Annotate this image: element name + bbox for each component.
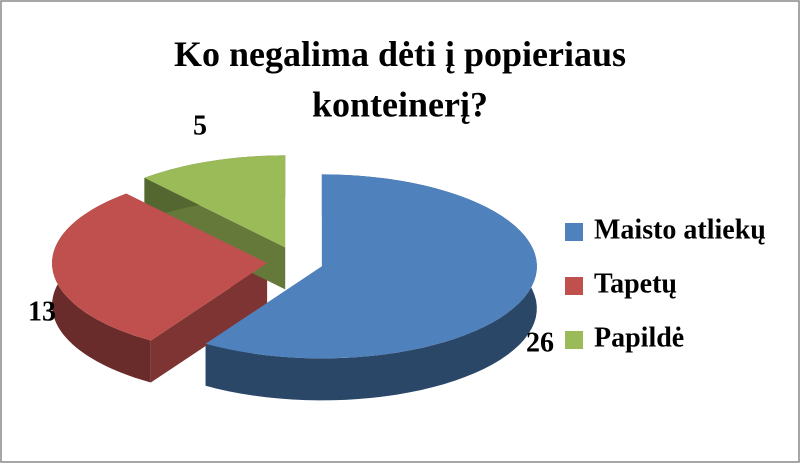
slice-wall — [150, 263, 268, 383]
data-label: 26 — [526, 327, 554, 358]
legend-swatch — [565, 277, 583, 295]
data-label: 13 — [28, 296, 56, 327]
pie-slice — [52, 193, 268, 341]
chart-title: konteinerį? — [312, 84, 488, 124]
pie-slice — [205, 174, 537, 359]
legend-label: Tapetų — [594, 268, 677, 299]
legend-swatch — [565, 331, 583, 349]
legend-swatch — [565, 223, 583, 241]
data-label: 5 — [193, 110, 207, 141]
legend-label: Papildė — [594, 322, 684, 353]
legend-label: Maisto atliekų — [594, 214, 766, 245]
pie-slice — [144, 155, 286, 248]
chart-title: Ko negalima dėti į popieriaus — [174, 34, 626, 74]
